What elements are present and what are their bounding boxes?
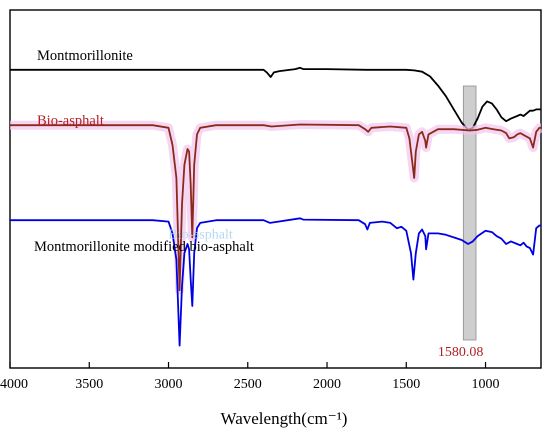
highlight-band (462, 85, 477, 341)
plot-frame (9, 9, 542, 369)
series-layer (10, 66, 544, 347)
x-tick-label-2500: 2500 (234, 377, 262, 392)
x-axis-ticks: 4000 3500 3000 2500 2000 1500 1000 (0, 362, 500, 392)
x-tick-label-3500: 3500 (75, 377, 103, 392)
annotation-faint-label: Bio-asphalt (168, 227, 233, 242)
series-glow-bio-asphalt (10, 120, 544, 295)
x-tick-label-3000: 3000 (155, 377, 183, 392)
series-label-montmorillonite: Montmorillonite (37, 48, 133, 64)
x-axis-title: Wavelength(cm⁻¹) (221, 409, 348, 428)
series-label-bio-asphalt: Bio-asphalt (37, 113, 104, 129)
annotation-1580: 1580.08 (438, 345, 484, 360)
x-tick-label-1500: 1500 (392, 377, 420, 392)
x-tick-label-1000: 1000 (472, 377, 500, 392)
series-line-bio-asphalt (10, 123, 541, 292)
series-label-modified-bio-asphalt: Montmorillonite modified bio-asphalt (34, 239, 254, 255)
x-tick-label-4000: 4000 (0, 377, 28, 392)
series-line-modified-bio-asphalt (10, 217, 541, 347)
series-line-montmorillonite (10, 66, 541, 131)
x-tick-label-2000: 2000 (313, 377, 341, 392)
